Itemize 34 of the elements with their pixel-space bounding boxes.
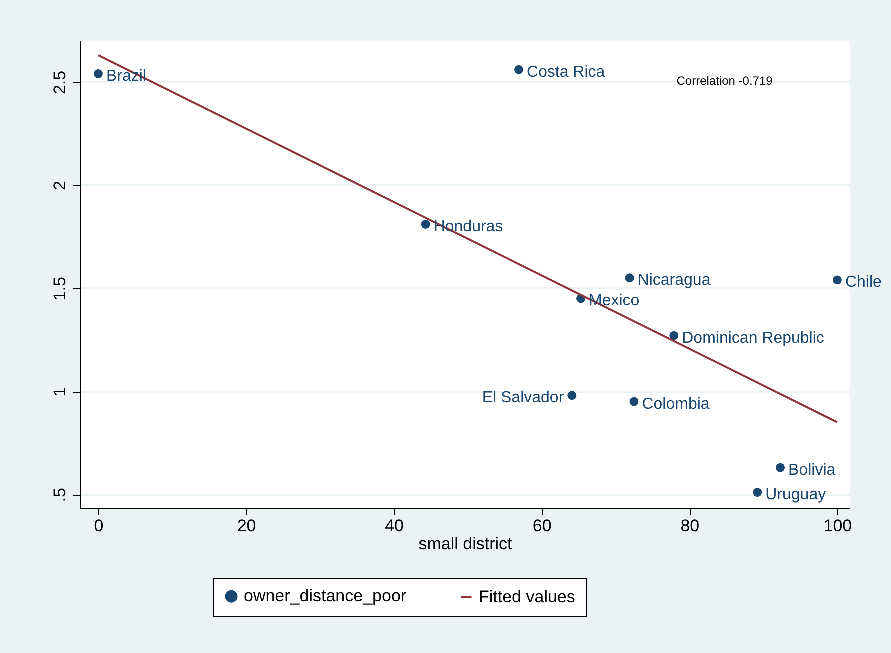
- annotation: Colombia: [642, 396, 710, 413]
- annotation: Correlation -0.719: [676, 74, 774, 88]
- point: [421, 220, 430, 229]
- annotation: Uruguay: [766, 486, 826, 504]
- point: [568, 391, 577, 400]
- y-tick-label: 1: [50, 387, 70, 397]
- point: [630, 397, 639, 406]
- x-tick-label: 20: [237, 516, 256, 536]
- annotation: Costa Rica: [526, 64, 606, 81]
- point: [753, 488, 762, 497]
- y-tick-label: 2: [50, 181, 70, 191]
- point: [776, 463, 786, 472]
- point: [670, 331, 679, 340]
- legend-label: Fitted values: [479, 587, 576, 606]
- legend-label: owner_distance_poor: [244, 586, 407, 606]
- y-tick-label: .5: [50, 488, 70, 502]
- point: [94, 70, 103, 78]
- point: [625, 274, 634, 283]
- x-tick-label: 100: [824, 516, 852, 536]
- annotation: Dominican Republic: [682, 330, 824, 347]
- y-tick-label: 1.5: [50, 277, 70, 301]
- x-tick-label: 60: [532, 516, 552, 536]
- annotation: Bolivia: [788, 462, 836, 479]
- x-tick-label: 40: [385, 516, 404, 536]
- x-tick-label: 80: [680, 516, 700, 536]
- point: [832, 276, 842, 285]
- x-axis-title: small district: [418, 534, 513, 554]
- y-tick-label: 2.5: [50, 70, 70, 95]
- x-tick-label: 0: [94, 516, 104, 536]
- annotation: El Salvador: [482, 390, 565, 407]
- annotation: Chile: [845, 274, 882, 292]
- point: [514, 65, 524, 74]
- annotation: Nicaragua: [638, 272, 711, 290]
- annotation: Brazil: [106, 68, 146, 85]
